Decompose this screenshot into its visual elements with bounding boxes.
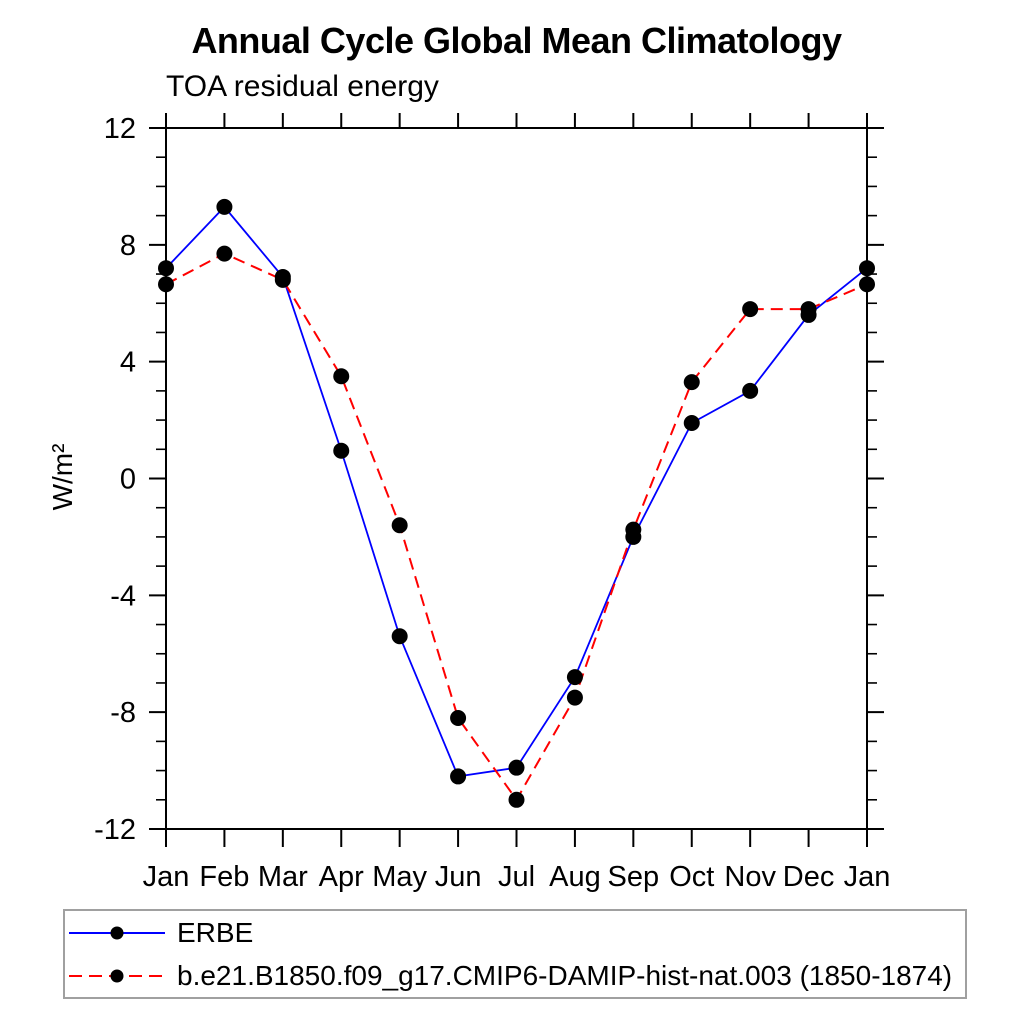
y-tick-label--12: -12 [94,814,136,846]
marker-s0-5 [450,768,467,785]
marker-s1-2 [274,271,291,288]
marker-s0-4 [391,628,408,645]
x-tick-label-1: Feb [199,861,249,893]
marker-s0-9 [683,415,700,432]
marker-s1-7 [566,689,583,706]
marker-s1-3 [333,368,350,385]
legend-item-erbe: ERBE [65,911,965,954]
x-tick-label-2: Mar [258,861,308,893]
x-tick-label-11: Dec [783,861,835,893]
x-tick-label-10: Nov [724,861,776,893]
marker-s0-0 [158,260,174,277]
y-tick-label-12: 12 [104,113,136,145]
y-tick-label-0: 0 [120,464,136,496]
plot-frame [165,127,868,830]
y-tick-label--8: -8 [110,697,136,729]
x-tick-label-6: Jul [498,861,535,893]
marker-s0-6 [508,759,525,776]
series-line-1 [165,252,868,802]
series-line-0 [165,205,868,778]
x-tick-label-3: Apr [319,861,364,893]
legend-sample-marker [110,926,124,939]
marker-s1-0 [158,276,174,293]
marker-s1-9 [683,374,700,391]
x-tick-label-5: Jun [435,861,482,893]
x-tick-label-7: Aug [549,861,601,893]
marker-s0-12 [859,260,875,277]
chart-title: Annual Cycle Global Mean Climatology [191,20,842,61]
marker-s1-8 [625,521,642,538]
legend-box: ERBE b.e21.B1850.f09_g17.CMIP6-DAMIP-his… [63,909,967,999]
marker-s1-6 [508,791,525,808]
x-tick-label-8: Sep [608,861,660,893]
y-tick-label-4: 4 [120,347,136,379]
marker-s0-7 [566,669,583,686]
x-tick-label-0: Jan [143,861,190,893]
legend-sample-marker [110,969,124,982]
marker-s1-5 [450,710,467,727]
y-tick-label--4: -4 [110,580,136,612]
marker-s0-3 [333,442,350,459]
legend-line-sample-erbe [69,926,165,939]
x-tick-label-9: Oct [669,861,714,893]
chart-subtitle: TOA residual energy [166,70,439,103]
marker-s0-10 [742,382,759,399]
marker-s1-10 [742,301,759,318]
legend-label-erbe: ERBE [177,916,254,948]
marker-s1-11 [800,301,817,318]
legend-label-model: b.e21.B1850.f09_g17.CMIP6-DAMIP-hist-nat… [177,959,953,991]
marker-s1-4 [391,517,408,534]
marker-s1-12 [859,276,875,293]
x-tick-label-4: May [372,861,427,893]
y-tick-label-8: 8 [120,230,136,262]
legend-item-model: b.e21.B1850.f09_g17.CMIP6-DAMIP-hist-nat… [65,954,965,997]
marker-s1-1 [216,245,233,262]
x-tick-label-12: Jan [844,861,891,893]
legend-line-sample-model [69,969,165,982]
marker-s0-1 [216,198,233,215]
